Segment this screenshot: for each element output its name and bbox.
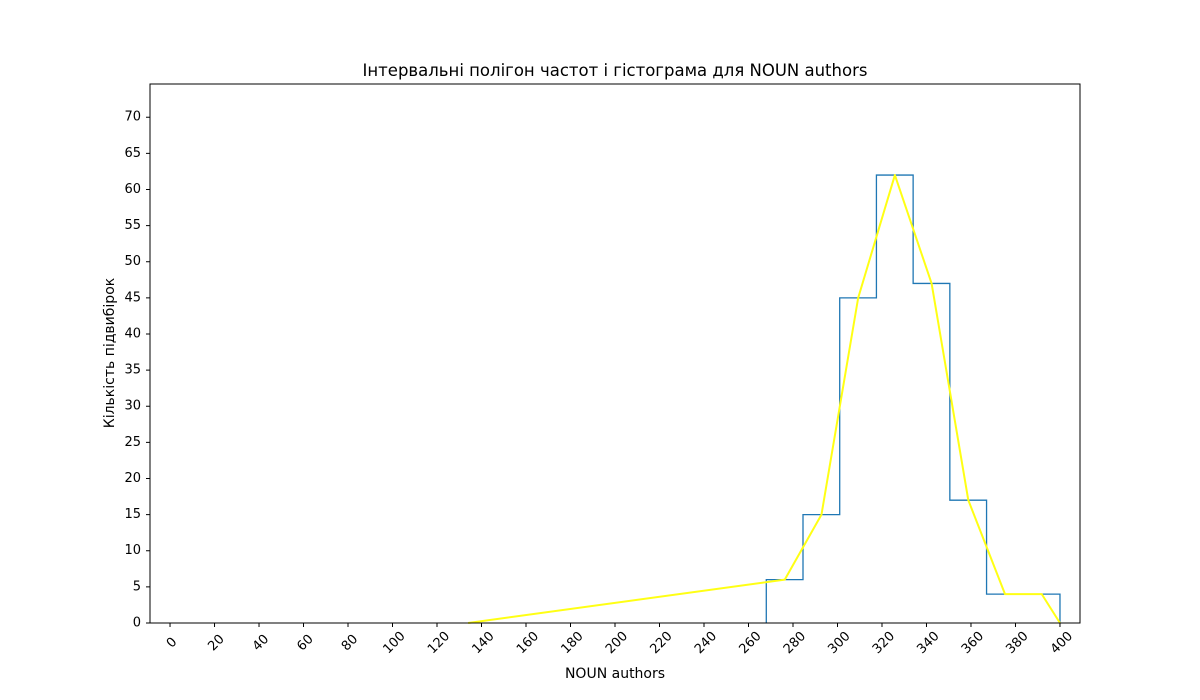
x-tick-label: 160 [514,629,542,657]
x-tick-label: 200 [603,629,631,657]
y-tick-label: 55 [124,218,141,233]
x-tick-label: 320 [870,629,898,657]
x-tick-label: 340 [914,629,942,657]
frequency-polygon-line [468,174,1061,624]
x-tick-label: 280 [781,629,809,657]
data-layer [468,174,1061,624]
x-tick-label: 400 [1048,629,1076,657]
x-tick-label: 20 [205,632,227,654]
chart-title: Інтервальні полігон частот і гістограма … [363,61,868,80]
x-tick-label: 300 [825,629,853,657]
x-tick-label: 80 [339,632,361,654]
y-tick-label: 30 [124,399,141,414]
y-tick-label: 70 [124,110,141,125]
x-axis: 0 20 40 60 80 100 120 140 160 180 200 220 240 260 280 3… [164,623,1076,657]
x-tick-label: 380 [1003,629,1031,657]
y-tick-label: 5 [133,579,141,594]
x-tick-label: 100 [380,629,408,657]
y-tick-label: 15 [124,507,141,522]
y-tick-label: 10 [124,543,141,558]
y-tick-label: 20 [124,471,141,486]
x-tick-label: 0 [164,635,180,651]
y-axis-label: Кількість підвибірок [102,278,118,428]
x-tick-label: 120 [425,629,453,657]
x-axis-label: NOUN authors [565,666,665,682]
y-tick-label: 50 [124,254,141,269]
y-tick-label: 35 [124,363,141,378]
x-tick-label: 220 [647,629,675,657]
x-tick-label: 240 [692,629,720,657]
histogram-outline [765,174,1061,623]
x-tick-label: 180 [558,629,586,657]
plot-background [150,84,1080,623]
x-tick-label: 60 [294,632,316,654]
x-tick-label: 360 [959,629,987,657]
x-tick-label: 260 [736,629,764,657]
x-tick-label: 140 [469,629,497,657]
y-axis: 0 5 10 15 20 25 30 35 40 45 50 55 60 65 70 [124,110,150,631]
y-tick-label: 40 [124,326,141,341]
y-tick-label: 25 [124,435,141,450]
y-tick-label: 60 [124,182,141,197]
y-tick-label: 45 [124,290,141,305]
y-tick-label: 65 [124,146,141,161]
x-tick-label: 40 [250,632,272,654]
y-tick-label: 0 [133,616,141,631]
